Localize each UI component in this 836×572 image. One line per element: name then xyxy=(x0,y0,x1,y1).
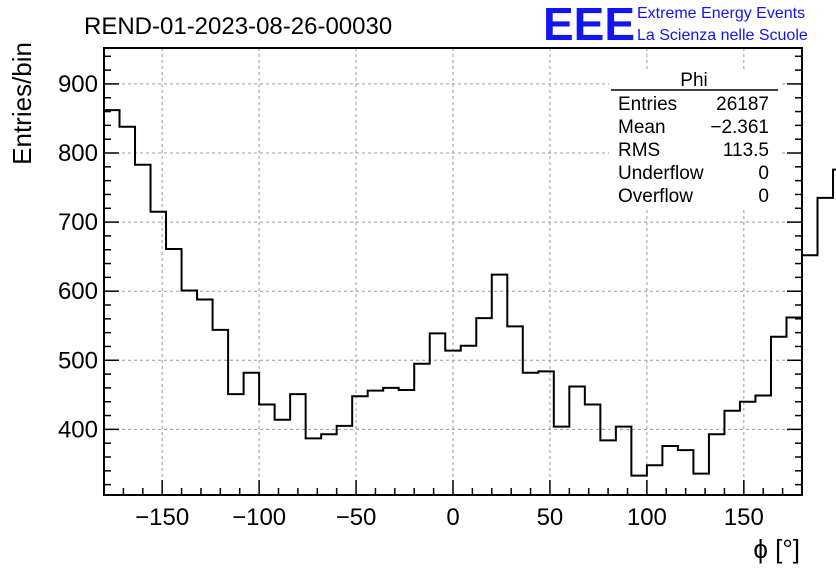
stats-row-value: 26187 xyxy=(716,94,769,115)
histogram-series-line xyxy=(104,109,836,477)
histogram-bin xyxy=(647,465,663,495)
histogram-bin xyxy=(430,333,446,495)
histogram-bin xyxy=(585,404,601,495)
histogram-bin xyxy=(166,249,182,495)
histogram-bin xyxy=(135,165,151,495)
histogram-bin xyxy=(383,388,399,495)
histogram-bin xyxy=(104,110,120,495)
y-axis-label: Entries/bin xyxy=(7,42,37,165)
histogram-bin xyxy=(740,402,756,495)
histogram-bin xyxy=(786,317,802,495)
x-tick-label: 100 xyxy=(627,504,667,531)
x-tick-label: −150 xyxy=(135,504,189,531)
histogram-bin xyxy=(290,394,306,495)
histogram-bin xyxy=(724,411,740,495)
y-tick-label: 700 xyxy=(58,209,98,236)
logo-line-2: La Scienza nelle Scuole xyxy=(637,27,808,44)
stats-box-background xyxy=(609,70,779,210)
histogram-bin xyxy=(554,427,570,495)
histogram-bin xyxy=(600,440,616,495)
histogram-bin xyxy=(507,326,523,495)
stats-row-value: 0 xyxy=(758,186,769,207)
stats-rows: Entries 26187 Mean −2.361 RMS 113.5 Underflow 0… xyxy=(618,94,769,207)
histogram-bin xyxy=(228,394,244,495)
histogram-bin xyxy=(337,426,353,495)
histogram-bin xyxy=(492,275,508,495)
histogram-bin xyxy=(321,434,337,495)
histogram-bin xyxy=(368,391,384,495)
histogram-bin xyxy=(352,396,368,495)
stats-row-value: −2.361 xyxy=(710,117,769,138)
stats-row-label: Mean xyxy=(618,117,666,138)
x-tick-label: −50 xyxy=(336,504,377,531)
histogram-bin xyxy=(662,446,678,495)
chart-title: REND-01-2023-08-26-00030 xyxy=(84,13,392,40)
histogram-bin xyxy=(399,390,415,495)
histogram-bin xyxy=(259,404,275,495)
histogram-bin xyxy=(461,346,477,495)
stats-row-label: RMS xyxy=(618,140,660,161)
histogram-bin xyxy=(538,371,554,495)
histogram-bin xyxy=(120,127,136,495)
histogram-bin xyxy=(306,438,322,495)
eee-logo-text: EEE xyxy=(543,0,635,50)
axis-ticks xyxy=(103,55,803,495)
histogram-bin xyxy=(275,420,291,495)
y-tick-label: 400 xyxy=(58,416,98,443)
histogram-bin xyxy=(802,255,818,495)
histogram-bin xyxy=(523,373,539,495)
histogram-bin xyxy=(476,318,492,495)
histogram-bin xyxy=(197,299,213,495)
y-tick-label: 600 xyxy=(58,278,98,305)
stats-box-title: Phi xyxy=(680,70,707,91)
x-tick-label: 150 xyxy=(724,504,764,531)
logo-line-1: Extreme Energy Events xyxy=(637,5,805,22)
histogram-bin xyxy=(693,474,709,495)
histogram-bin xyxy=(213,330,229,495)
histogram-bin xyxy=(151,212,167,495)
histogram-bin xyxy=(631,476,647,495)
histogram-bin xyxy=(569,387,585,495)
eee-logo: EEE Extreme Energy Events La Scienza nel… xyxy=(543,0,808,50)
y-tick-labels: 400 500 600 700 800 900 xyxy=(58,71,98,443)
x-tick-label: 50 xyxy=(537,504,564,531)
y-tick-label: 500 xyxy=(58,347,98,374)
histogram-bin xyxy=(709,434,725,495)
y-tick-label: 800 xyxy=(58,140,98,167)
stats-row-value: 113.5 xyxy=(723,140,769,161)
x-tick-label: 0 xyxy=(446,504,459,531)
stats-box: Phi Entries 26187 Mean −2.361 RMS 113.5 Underf… xyxy=(609,70,779,210)
histogram-bin xyxy=(818,198,834,495)
histogram-bin xyxy=(244,373,260,495)
x-tick-label: −100 xyxy=(232,504,286,531)
stats-row-label: Overflow xyxy=(618,186,693,207)
stats-row-value: 0 xyxy=(758,163,769,184)
stats-row-label: Underflow xyxy=(618,163,704,184)
histogram-bin xyxy=(616,427,632,495)
histogram-bin xyxy=(182,290,198,495)
histogram-bin xyxy=(755,396,771,495)
stats-row-label: Entries xyxy=(618,94,677,115)
y-tick-label: 900 xyxy=(58,71,98,98)
x-tick-labels: −150 −100 −50 0 50 100 150 xyxy=(135,504,764,531)
x-axis-label: ϕ [°] xyxy=(753,534,800,564)
